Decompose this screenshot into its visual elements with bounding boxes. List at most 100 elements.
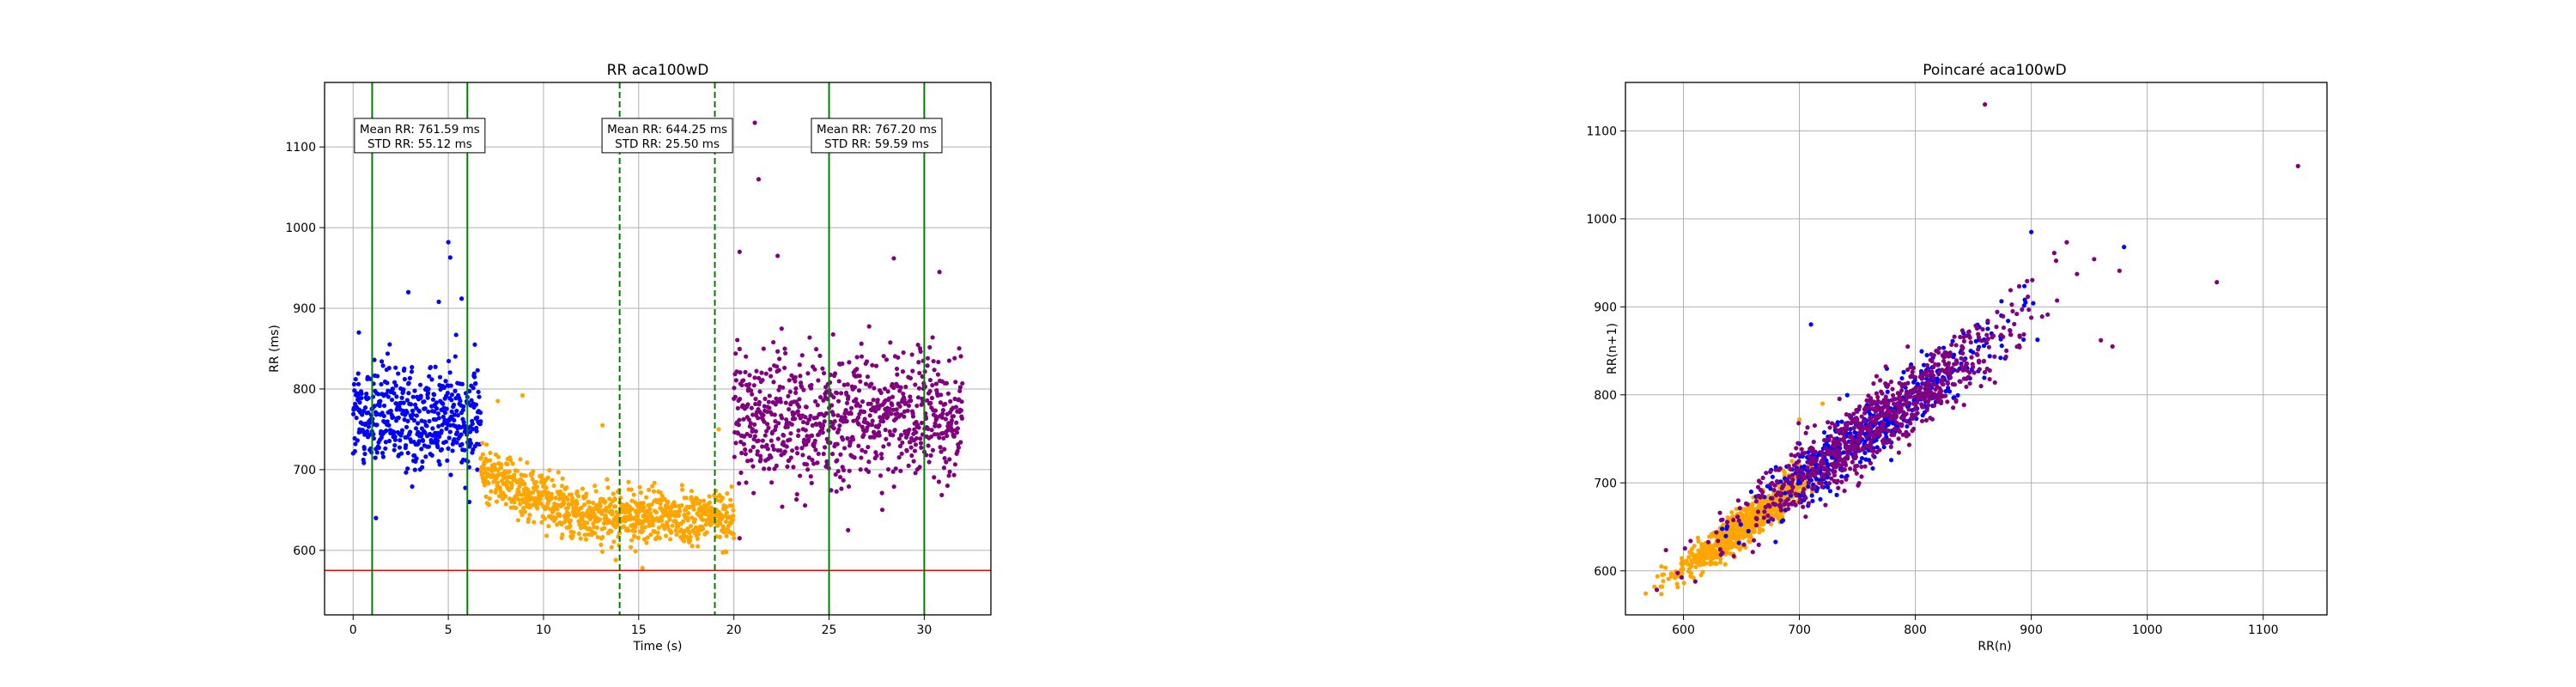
poincare-data-point: [1844, 411, 1849, 417]
poincare-data-point: [1717, 510, 1722, 515]
rr-data-point: [460, 407, 465, 413]
rr-data-point: [432, 409, 437, 414]
rr-data-point: [761, 346, 766, 351]
poincare-data-point: [1995, 309, 2000, 314]
rr-data-point: [741, 441, 746, 447]
poincare-data-point: [1929, 396, 1935, 401]
poincare-data-point: [1771, 501, 1776, 507]
rr-data-point: [802, 437, 807, 442]
rr-data-point: [359, 395, 364, 401]
rr-data-point: [812, 367, 817, 372]
poincare-y-tick-label: 1100: [1586, 125, 1617, 138]
rr-data-point: [771, 380, 776, 385]
rr-data-point: [761, 412, 766, 418]
rr-data-point: [486, 481, 491, 486]
poincare-data-point: [2001, 325, 2007, 331]
rr-data-point: [910, 368, 915, 374]
poincare-x-tick-label: 700: [1788, 623, 1811, 637]
poincare-data-point: [1772, 483, 1777, 488]
rr-data-point: [767, 393, 772, 398]
rr-data-point: [800, 453, 805, 458]
poincare-data-point: [1831, 443, 1836, 448]
rr-data-point: [688, 534, 693, 540]
rr-data-point: [829, 403, 835, 408]
rr-data-point: [495, 398, 501, 404]
rr-data-point: [420, 438, 426, 443]
rr-data-point: [890, 394, 896, 399]
rr-data-point: [894, 366, 900, 372]
poincare-data-point: [1806, 450, 1811, 455]
poincare-data-point: [1659, 592, 1664, 597]
rr-data-point: [687, 538, 693, 543]
rr-data-point: [549, 495, 554, 501]
poincare-data-point: [1755, 509, 1761, 514]
rr-chart-title: RR aca100wD: [607, 62, 709, 79]
rr-data-point: [629, 487, 634, 492]
poincare-data-point: [1855, 409, 1860, 414]
rr-data-point: [861, 410, 867, 415]
poincare-data-point: [1832, 472, 1838, 478]
rr-data-point: [767, 466, 772, 471]
rr-data-point: [867, 413, 872, 418]
rr-data-point: [644, 495, 649, 500]
poincare-data-point: [1897, 394, 1902, 399]
poincare-data-point: [1761, 515, 1766, 520]
rr-data-point: [906, 463, 911, 468]
poincare-data-point: [1905, 344, 1911, 350]
rr-data-point: [858, 467, 863, 472]
rr-data-point: [426, 444, 431, 449]
rr-data-point: [794, 446, 799, 451]
rr-data-point: [947, 469, 952, 475]
rr-data-point: [610, 508, 615, 514]
rr-data-point: [866, 459, 872, 465]
rr-data-point: [394, 394, 399, 399]
rr-data-point: [418, 393, 423, 398]
rr-data-point: [811, 461, 817, 466]
rr-data-point: [518, 502, 523, 507]
poincare-data-point: [1808, 461, 1814, 466]
poincare-data-point: [1868, 445, 1873, 450]
poincare-data-point: [1914, 416, 1919, 422]
rr-data-point: [782, 346, 787, 351]
poincare-data-point: [1950, 338, 1955, 344]
rr-data-point: [829, 452, 835, 457]
poincare-data-point: [1820, 484, 1825, 489]
rr-data-point: [494, 499, 500, 504]
rr-data-point: [729, 484, 734, 489]
rr-x-tick-label: 20: [726, 623, 742, 637]
rr-data-point: [832, 418, 837, 424]
poincare-data-point: [1978, 384, 1984, 389]
poincare-data-point: [1744, 507, 1749, 512]
poincare-data-point: [1961, 338, 1967, 344]
rr-data-point: [733, 378, 738, 383]
poincare-data-point: [1955, 392, 1960, 398]
rr-stats-box: [601, 118, 733, 154]
rr-data-point: [410, 484, 415, 489]
poincare-data-point: [1716, 538, 1721, 544]
rr-data-point: [388, 408, 393, 414]
rr-data-point: [416, 439, 422, 444]
poincare-data-point: [1748, 505, 1753, 511]
rr-data-point: [459, 441, 465, 447]
poincare-data-point: [1857, 404, 1862, 410]
rr-data-point: [574, 505, 579, 510]
rr-data-point: [892, 428, 897, 433]
poincare-data-point: [1961, 403, 1966, 408]
poincare-data-point: [2006, 319, 2011, 324]
rr-data-point: [776, 368, 781, 373]
poincare-data-point: [1820, 453, 1826, 459]
rr-data-point: [401, 408, 406, 414]
rr-data-point: [908, 398, 914, 404]
rr-data-point: [750, 444, 756, 450]
rr-data-point: [595, 534, 600, 540]
poincare-data-point: [1899, 384, 1905, 389]
poincare-data-point: [1998, 356, 2003, 361]
rr-data-point: [391, 429, 397, 435]
poincare-data-point: [1952, 334, 1957, 339]
rr-data-point: [545, 490, 551, 495]
rr-data-point: [398, 438, 403, 443]
poincare-data-point: [2014, 311, 2020, 317]
rr-data-point: [936, 359, 941, 365]
poincare-data-point: [1892, 427, 1897, 432]
rr-data-point: [746, 417, 751, 423]
